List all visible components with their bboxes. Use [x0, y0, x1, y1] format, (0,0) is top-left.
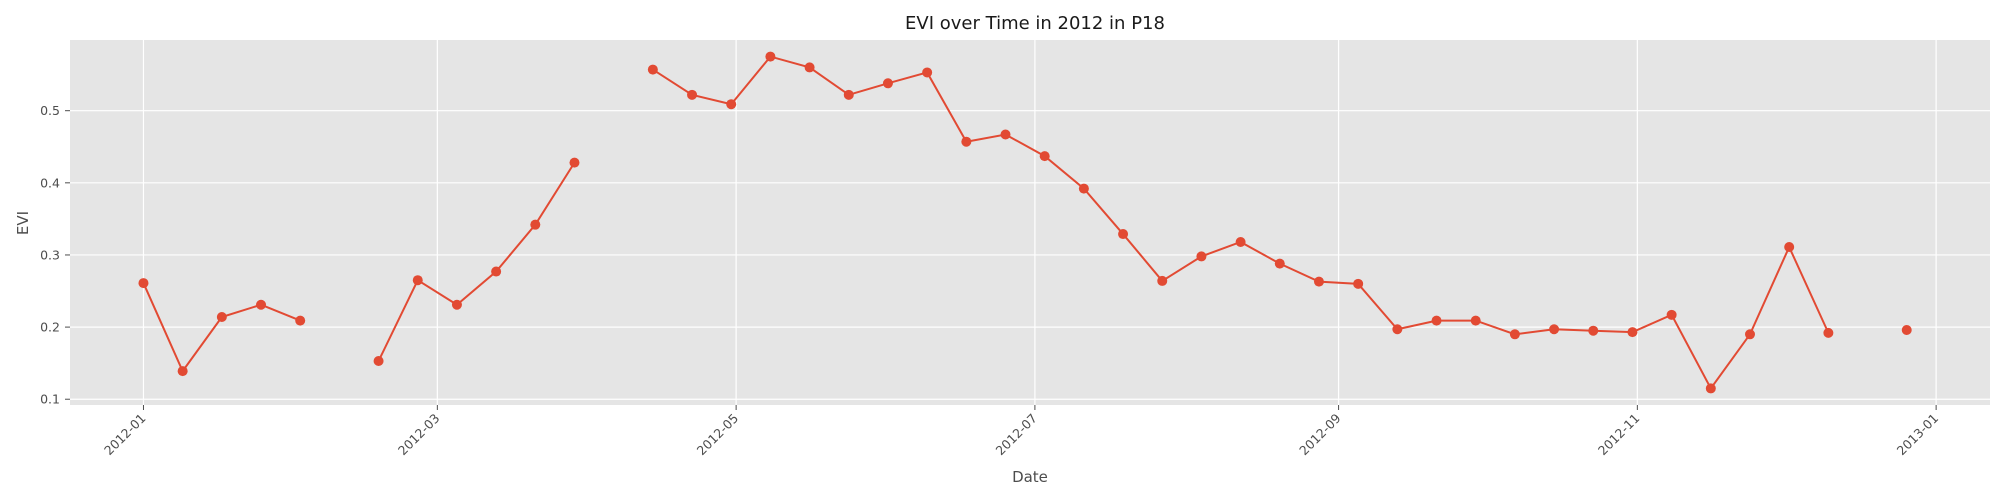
y-tick-label: 0.2 [40, 320, 60, 335]
plot-area [70, 40, 1990, 405]
data-point [1666, 309, 1677, 320]
x-tick-label: 2013-01 [1894, 411, 1942, 459]
data-point [843, 89, 854, 100]
data-point [922, 67, 933, 78]
data-point [216, 311, 227, 322]
series-evi [138, 51, 1912, 394]
data-point [1588, 325, 1599, 336]
data-point [1000, 129, 1011, 140]
data-point [295, 315, 306, 326]
data-point [451, 299, 462, 310]
data-point [1078, 183, 1089, 194]
data-point [1235, 236, 1246, 247]
data-point [1901, 324, 1912, 335]
data-point [1745, 329, 1755, 340]
data-point [1274, 258, 1285, 269]
data-point [1784, 242, 1795, 253]
series-line [377, 162, 576, 362]
data-point [1196, 251, 1207, 262]
data-point [1823, 327, 1834, 338]
x-tick-label: 2012-07 [992, 411, 1040, 459]
y-tick-label: 0.5 [40, 103, 60, 118]
data-point [1549, 324, 1560, 335]
data-point [373, 355, 384, 366]
y-tick-label: 0.4 [40, 175, 60, 190]
data-point [1470, 315, 1481, 326]
data-point [1627, 327, 1638, 338]
y-tick-label: 0.3 [40, 247, 60, 262]
data-point [1157, 275, 1168, 286]
grid [70, 40, 1990, 405]
data-point [569, 157, 580, 168]
y-axis-label: EVI [14, 211, 32, 235]
x-tick-label: 2012-01 [101, 411, 149, 459]
y-tick-label: 0.1 [40, 392, 60, 407]
data-point [647, 64, 658, 75]
x-tick-label: 2012-09 [1296, 410, 1344, 458]
data-point [1705, 383, 1716, 394]
chart-title: EVI over Time in 2012 in P18 [905, 13, 1165, 34]
data-point [882, 78, 893, 89]
data-point [1118, 229, 1129, 240]
data-point [687, 89, 698, 100]
data-point [256, 299, 267, 310]
data-point [177, 366, 188, 377]
data-point [765, 51, 776, 62]
data-point [1392, 324, 1403, 335]
data-point [1313, 276, 1324, 287]
data-point [1353, 278, 1364, 289]
data-point [138, 278, 149, 289]
data-point [1509, 329, 1520, 340]
data-point [961, 136, 972, 147]
x-tick-label: 2012-03 [395, 411, 443, 459]
x-tick-label: 2012-05 [694, 411, 742, 459]
data-point [1039, 151, 1050, 162]
data-point [491, 266, 502, 277]
data-point [412, 275, 423, 286]
data-point [726, 99, 737, 110]
x-axis-label: Date [1012, 468, 1048, 486]
x-tick-label: 2012-11 [1595, 411, 1643, 459]
data-point [1431, 315, 1442, 326]
data-point [804, 62, 815, 73]
data-point [530, 219, 541, 230]
